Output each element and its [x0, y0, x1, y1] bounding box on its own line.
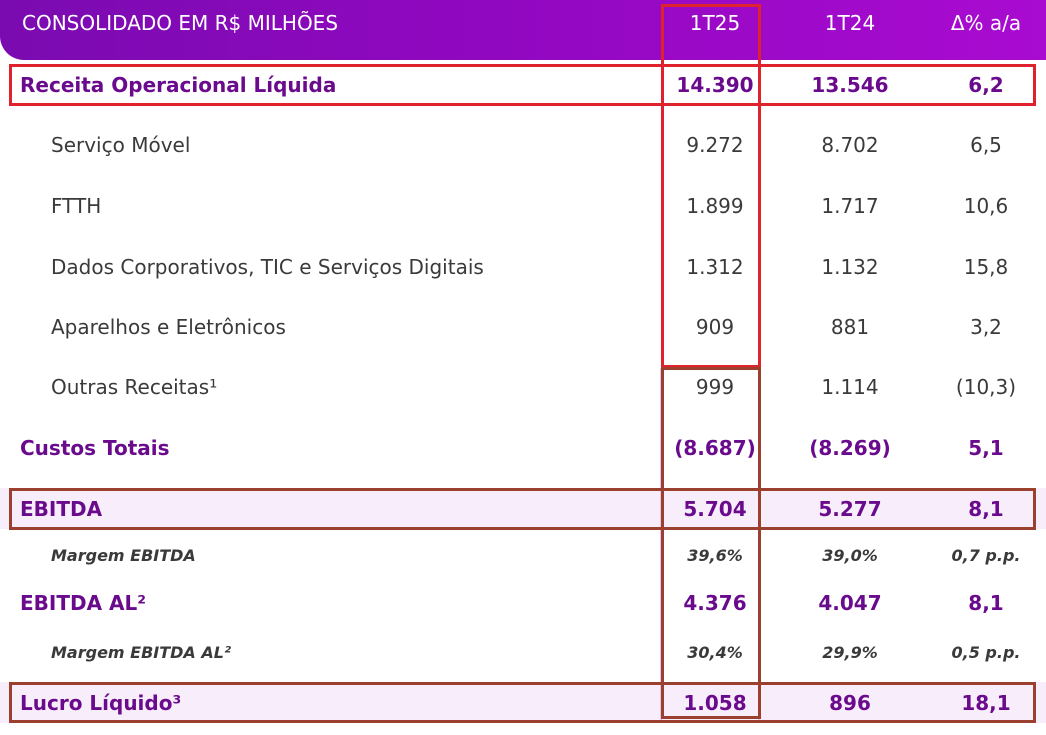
- value-change: 0,7 p.p.: [951, 545, 1021, 565]
- column-header-1t25: 1T25: [689, 11, 741, 35]
- value-1t24: 1.717: [821, 193, 879, 218]
- table-row-dados-corporativos: Dados Corporativos, TIC e Serviços Digit…: [0, 246, 1046, 287]
- value-1t25: 999: [695, 374, 735, 399]
- value-1t25: 5.704: [683, 496, 747, 521]
- value-change: 3,2: [970, 314, 1002, 339]
- table-row-servico-movel: Serviço Móvel 9.272 8.702 6,5: [0, 124, 1046, 165]
- value-1t25: 30,4%: [687, 642, 743, 662]
- value-1t24: 4.047: [818, 590, 882, 615]
- row-label: Receita Operacional Líquida: [20, 72, 337, 97]
- value-1t25: 9.272: [686, 132, 744, 157]
- column-divider: [758, 368, 760, 720]
- table-row-ftth: FTTH 1.899 1.717 10,6: [0, 185, 1046, 226]
- value-change: 18,1: [961, 690, 1011, 715]
- value-1t24: 8.702: [821, 132, 879, 157]
- value-1t24: 881: [830, 314, 870, 339]
- value-1t25: 4.376: [683, 590, 747, 615]
- value-change: 6,5: [970, 132, 1002, 157]
- row-label: Margem EBITDA: [51, 545, 196, 565]
- row-label: EBITDA: [20, 496, 103, 521]
- value-1t24: 896: [829, 690, 871, 715]
- table-row-receita-liquida: Receita Operacional Líquida 14.390 13.54…: [0, 64, 1046, 105]
- value-change: 8,1: [968, 590, 1004, 615]
- table-row-custos-totais: Custos Totais (8.687) (8.269) 5,1: [0, 427, 1046, 468]
- value-1t24: 13.546: [811, 72, 889, 97]
- value-1t24: 1.114: [821, 374, 879, 399]
- value-1t24: 29,9%: [822, 642, 878, 662]
- value-change: 5,1: [968, 435, 1004, 460]
- table-row-lucro-liquido: Lucro Líquido³ 1.058 896 18,1: [0, 682, 1046, 723]
- value-change: 8,1: [968, 496, 1004, 521]
- table-row-outras-receitas: Outras Receitas¹ 999 1.114 (10,3): [0, 366, 1046, 407]
- table-row-ebitda: EBITDA 5.704 5.277 8,1: [0, 488, 1046, 529]
- row-label: Outras Receitas¹: [51, 374, 218, 399]
- table-row-ebitda-al: EBITDA AL² 4.376 4.047 8,1: [0, 582, 1046, 623]
- row-label: EBITDA AL²: [20, 590, 147, 615]
- row-label: Margem EBITDA AL²: [51, 642, 231, 662]
- value-change: 15,8: [963, 254, 1009, 279]
- value-1t25: 14.390: [676, 72, 754, 97]
- row-label: FTTH: [51, 193, 102, 218]
- row-label: Lucro Líquido³: [20, 690, 182, 715]
- row-label: Dados Corporativos, TIC e Serviços Digit…: [51, 254, 484, 279]
- value-change: 6,2: [968, 72, 1004, 97]
- value-1t24: 5.277: [818, 496, 882, 521]
- value-1t25: (8.687): [674, 435, 756, 460]
- column-header-1t24: 1T24: [824, 11, 876, 35]
- value-1t25: 909: [695, 314, 735, 339]
- value-1t25: 1.312: [686, 254, 744, 279]
- table-title: CONSOLIDADO EM R$ MILHÕES: [22, 11, 339, 35]
- value-change: 10,6: [963, 193, 1009, 218]
- column-header-change: Δ% a/a: [950, 11, 1022, 35]
- value-1t24: 39,0%: [822, 545, 878, 565]
- value-1t25: 39,6%: [687, 545, 743, 565]
- value-1t25: 1.058: [683, 690, 747, 715]
- table-header: CONSOLIDADO EM R$ MILHÕES 1T25 1T24 Δ% a…: [0, 0, 1046, 60]
- value-1t24: 1.132: [821, 254, 879, 279]
- row-label: Custos Totais: [20, 435, 170, 460]
- value-change: (10,3): [955, 374, 1017, 399]
- value-change: 0,5 p.p.: [951, 642, 1021, 662]
- value-1t25: 1.899: [686, 193, 744, 218]
- value-1t24: (8.269): [809, 435, 891, 460]
- row-label: Aparelhos e Eletrônicos: [51, 314, 286, 339]
- table-row-margem-ebitda-al: Margem EBITDA AL² 30,4% 29,9% 0,5 p.p.: [0, 634, 1046, 670]
- table-row-margem-ebitda: Margem EBITDA 39,6% 39,0% 0,7 p.p.: [0, 537, 1046, 573]
- row-label: Serviço Móvel: [51, 132, 191, 157]
- table-row-aparelhos: Aparelhos e Eletrônicos 909 881 3,2: [0, 306, 1046, 347]
- column-divider: [660, 368, 662, 720]
